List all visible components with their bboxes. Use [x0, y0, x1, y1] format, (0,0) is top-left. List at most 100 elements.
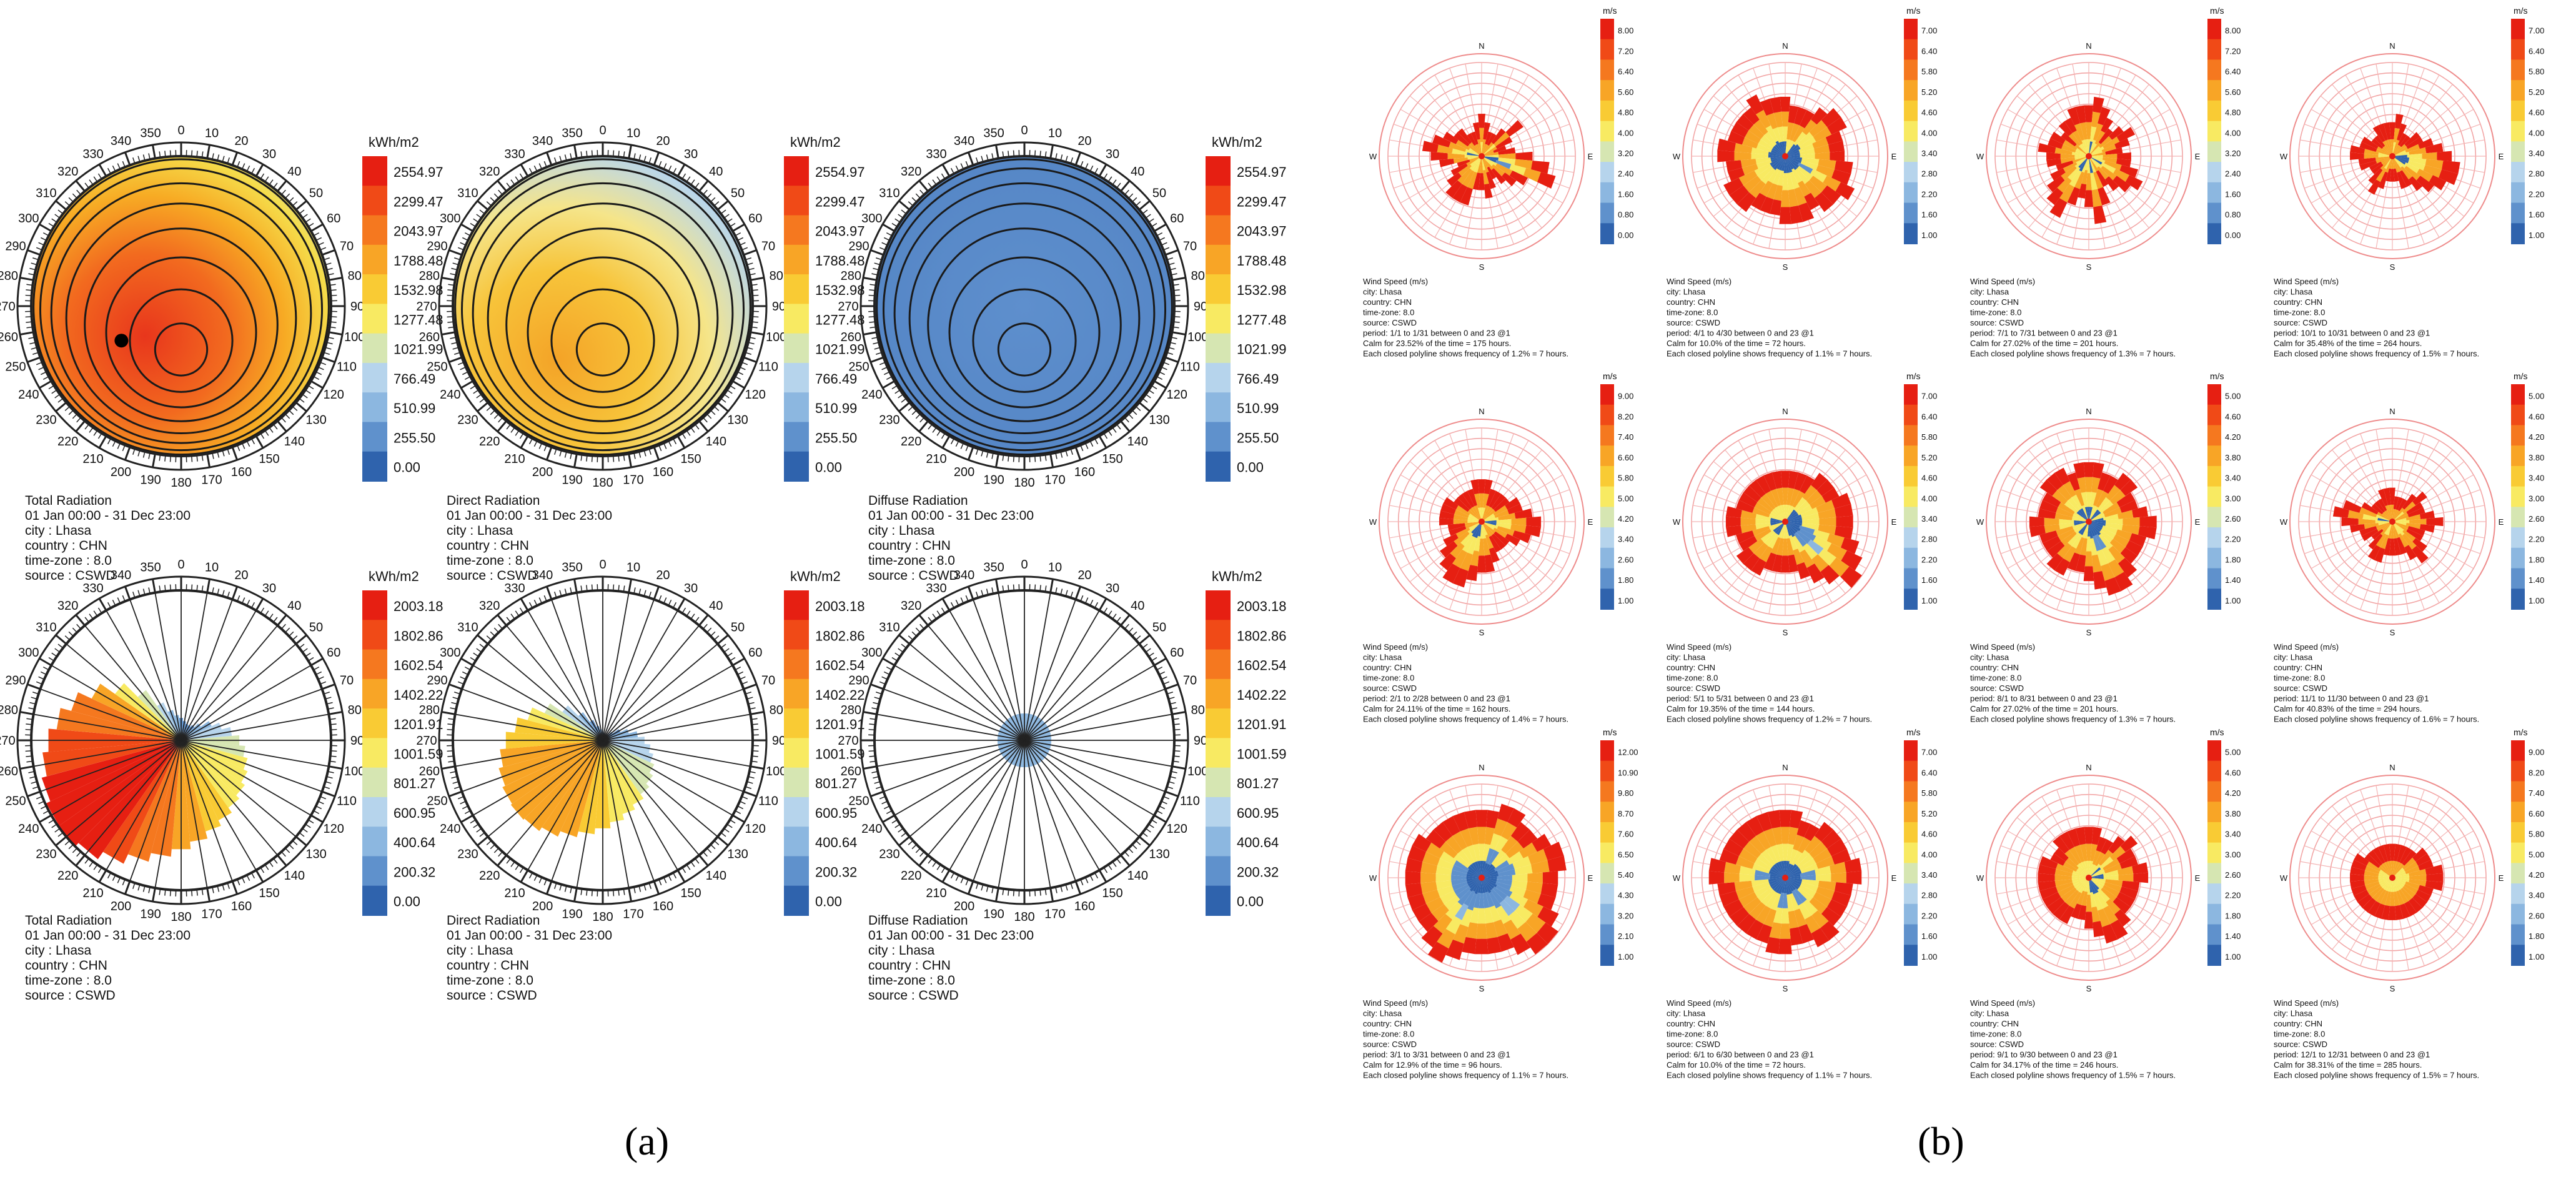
wind-caption-line: time-zone: 8.0: [1667, 308, 1718, 317]
total-rose-tick: [232, 882, 237, 895]
diffuse-rose-tick: [912, 845, 916, 849]
direct-rose-legend-tick: 1001.59: [815, 746, 865, 762]
wind-legend-swatch: [1600, 863, 1614, 884]
wind-legend-swatch: [1600, 548, 1614, 569]
total-rose-tick: [305, 824, 310, 828]
diffuse-dome-tick: [956, 166, 958, 171]
compass-n: N: [2086, 41, 2091, 51]
total-rose-tick: [58, 644, 63, 648]
direct-rose-tick: [668, 600, 671, 605]
compass-s: S: [2390, 262, 2395, 272]
direct-rose-legend-tick: 200.32: [815, 864, 857, 880]
total-dome-tick: [99, 436, 106, 448]
diffuse-dome-legend-tick: 1021.99: [1237, 342, 1287, 357]
direct-dome-tick: [718, 402, 728, 411]
direct-rose-tick: [470, 820, 475, 823]
total-rose-tick: [58, 833, 63, 837]
total-rose-tick: [329, 767, 342, 769]
diffuse-rose-tick: [1112, 614, 1116, 619]
total-dome-tick: [39, 381, 51, 388]
direct-rose-tick: [724, 648, 729, 652]
diffuse-rose-angle-label: 50: [1152, 621, 1166, 635]
total-dome-angle-label: 200: [111, 465, 131, 479]
wind-petal: [2140, 515, 2157, 527]
wind-rose-oct: NESWm/s7.006.405.805.204.604.003.402.802…: [2274, 6, 2544, 359]
total-rose-angle-label: 80: [348, 703, 362, 717]
total-dome-legend-tick: 255.50: [394, 430, 435, 445]
diffuse-rose-tick: [937, 865, 941, 870]
direct-rose-tick: [530, 602, 533, 608]
wind-legend-swatch: [1904, 19, 1918, 40]
diffuse-rose-tick: [996, 579, 999, 593]
total-dome-legend-swatch: [362, 334, 387, 364]
total-dome-tick: [311, 381, 323, 388]
diffuse-rose-tick: [1051, 579, 1053, 593]
wind-legend-tick: 2.60: [2529, 514, 2544, 524]
wind-petal: [2084, 827, 2093, 843]
direct-rose-angle-label: 30: [684, 582, 698, 595]
total-dome-tick: [20, 278, 34, 281]
diffuse-rose-tick: [1099, 598, 1106, 610]
wind-legend-swatch: [1904, 507, 1918, 528]
diffuse-dome-angle-label: 90: [1194, 300, 1207, 314]
compass-w: W: [1673, 873, 1681, 883]
wind-legend-swatch: [1600, 384, 1614, 405]
wind-petal: [2084, 566, 2094, 581]
total-rose-tick: [69, 632, 73, 636]
direct-rose-angle-label: 200: [532, 900, 553, 913]
wind-caption-line: period: 6/1 to 6/30 between 0 and 23 @1: [1667, 1050, 1814, 1060]
total-dome-legend-swatch: [362, 274, 387, 304]
diffuse-dome-angle-label: 20: [1077, 134, 1091, 148]
diffuse-rose-tick: [1090, 875, 1092, 881]
direct-rose-angle-label: 270: [416, 734, 437, 748]
wind-legend-tick: 4.60: [2529, 412, 2544, 421]
wind-caption-line: city: Lhasa: [1667, 653, 1706, 662]
total-rose-tick: [69, 845, 73, 849]
total-dome-tick: [252, 439, 255, 444]
diffuse-rose-tick: [916, 848, 920, 853]
total-dome-tick: [265, 177, 269, 182]
diffuse-rose-angle-label: 160: [1074, 900, 1095, 913]
wind-caption-line: time-zone: 8.0: [1970, 1030, 2021, 1039]
diffuse-dome-angle-label: 190: [983, 474, 1004, 487]
wind-caption-line: period: 8/1 to 8/31 between 0 and 23 @1: [1970, 694, 2118, 703]
diffuse-rose-tick: [1174, 724, 1180, 725]
diffuse-dome-caption-line: time-zone : 8.0: [868, 554, 955, 568]
total-rose-tick: [318, 802, 324, 804]
direct-rose-tick: [530, 873, 533, 878]
diffuse-rose-tick: [943, 870, 949, 882]
wind-legend-tick: 6.50: [1618, 850, 1633, 859]
total-dome-tick: [260, 434, 264, 439]
wind-caption-line: city: Lhasa: [1363, 1009, 1402, 1018]
diffuse-rose-tick: [1104, 608, 1107, 613]
total-rose-tick: [94, 611, 97, 616]
wind-legend-tick: 3.40: [2225, 830, 2241, 839]
direct-dome-tick: [498, 417, 503, 422]
wind-caption-line: period: 2/1 to 2/28 between 0 and 23 @1: [1363, 694, 1510, 703]
total-dome-angle-label: 40: [287, 165, 301, 179]
diffuse-dome-caption-line: city : Lhasa: [868, 524, 935, 538]
total-dome-caption-line: 01 Jan 00:00 - 31 Dec 23:00: [25, 509, 191, 523]
direct-dome-tick: [618, 455, 619, 462]
wind-legend-swatch: [2207, 384, 2221, 405]
direct-dome-tick: [613, 455, 614, 462]
diffuse-dome-caption-line: 01 Jan 00:00 - 31 Dec 23:00: [868, 509, 1034, 523]
wind-legend-swatch: [1600, 904, 1614, 925]
direct-rose-angle-label: 320: [479, 599, 500, 613]
direct-rose-tick: [462, 806, 468, 808]
direct-rose-tick: [703, 624, 708, 628]
total-dome-tick: [153, 454, 156, 467]
wind-legend-tick: 5.80: [2529, 830, 2544, 839]
direct-rose-legend-swatch: [784, 768, 809, 798]
direct-dome-tick: [530, 168, 533, 174]
direct-dome-tick: [511, 427, 515, 432]
diffuse-rose-tick: [886, 667, 892, 670]
diffuse-rose-tick: [895, 653, 900, 657]
direct-dome-tick: [691, 427, 695, 432]
diffuse-rose-tick: [884, 806, 889, 808]
wind-legend-tick: 7.00: [1921, 748, 1937, 757]
diffuse-rose-angle-label: 70: [1183, 674, 1197, 688]
diffuse-rose-tick: [1154, 815, 1166, 822]
diffuse-rose-tick: [1076, 587, 1081, 600]
wind-petal: [2044, 518, 2059, 525]
